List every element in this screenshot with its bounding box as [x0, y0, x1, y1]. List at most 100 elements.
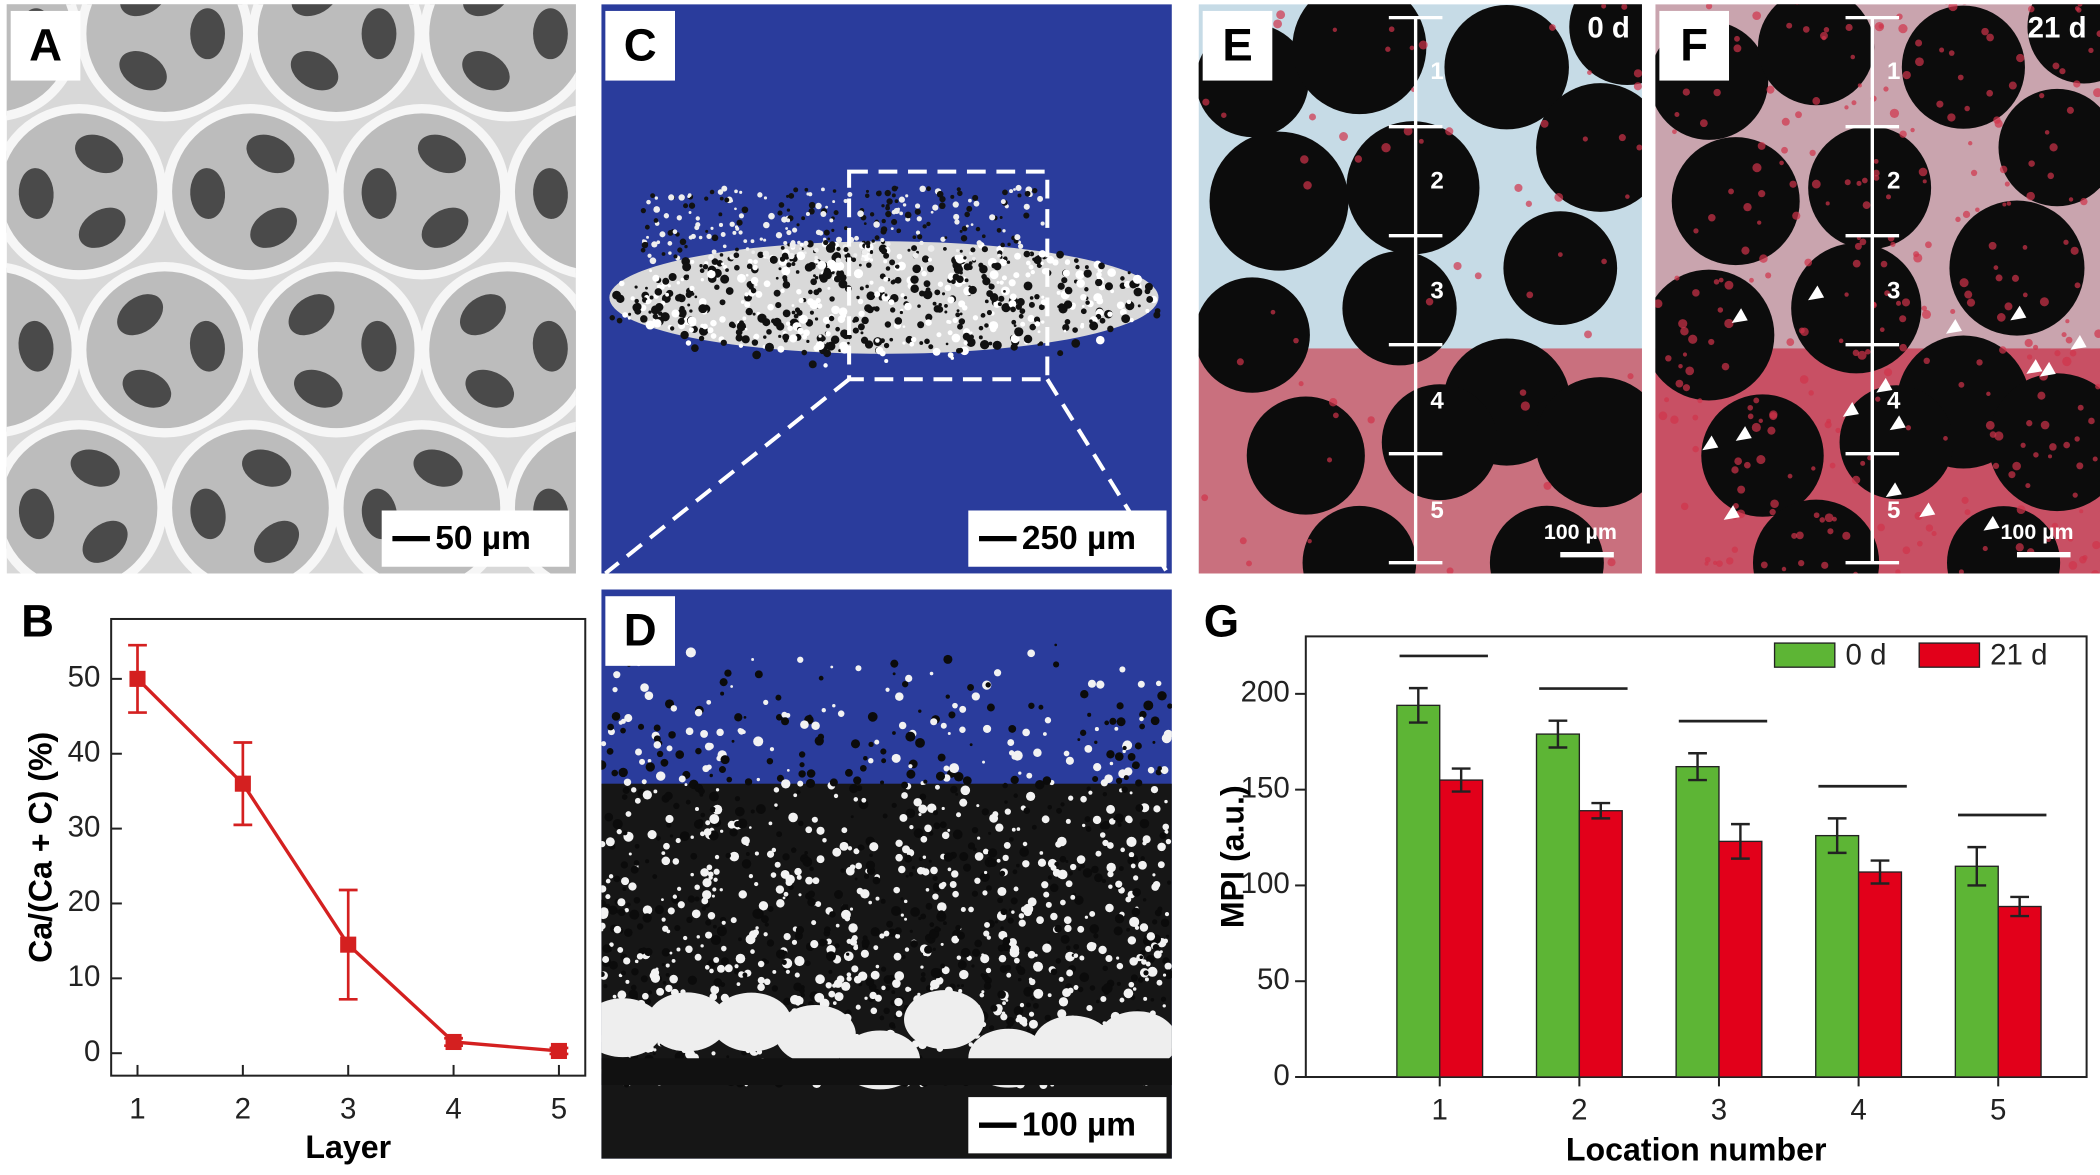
stain-dot: [1309, 113, 1316, 120]
speck: [1093, 816, 1101, 824]
speck: [1029, 978, 1033, 982]
location-label: 1: [1430, 58, 1443, 85]
stain-dot: [1860, 461, 1865, 466]
stain-dot: [2002, 202, 2006, 206]
speck: [695, 896, 700, 901]
speck: [915, 209, 921, 215]
speck: [683, 936, 687, 940]
stain-dot: [1963, 211, 1970, 218]
speck: [641, 947, 647, 953]
speck: [1157, 766, 1162, 771]
speck: [687, 195, 690, 198]
speck: [875, 897, 879, 901]
speck: [989, 342, 993, 346]
window: [0, 362, 6, 415]
speck: [943, 655, 952, 664]
speck: [679, 306, 684, 311]
speck: [955, 312, 960, 317]
stain-dot: [1994, 265, 1999, 270]
speck: [908, 988, 911, 991]
speck: [715, 808, 719, 812]
stain-dot: [1858, 83, 1862, 87]
speck: [731, 917, 737, 923]
stain-dot: [1299, 381, 1304, 386]
speck: [1107, 842, 1114, 849]
speck: [1071, 339, 1080, 348]
speck: [864, 997, 867, 1000]
speck: [1027, 650, 1035, 658]
stain-dot: [1877, 524, 1885, 532]
speck: [1057, 350, 1063, 356]
stain-dot: [1862, 178, 1868, 184]
stain-dot: [2037, 392, 2045, 400]
speck: [788, 193, 794, 199]
speck: [602, 944, 611, 953]
speck: [712, 887, 716, 891]
speck: [947, 296, 954, 303]
stain-dot: [1619, 134, 1626, 141]
speck: [961, 786, 971, 796]
speck: [936, 772, 945, 781]
speck: [998, 302, 1002, 306]
speck: [671, 309, 679, 317]
speck: [1014, 234, 1020, 240]
speck: [763, 239, 766, 242]
speck: [886, 921, 893, 928]
speck: [1087, 713, 1091, 717]
speck: [968, 907, 974, 913]
speck: [796, 926, 804, 934]
speck: [1060, 802, 1064, 806]
speck: [653, 790, 657, 794]
speck: [1000, 1013, 1007, 1020]
speck: [720, 197, 724, 201]
speck: [826, 324, 830, 328]
stain-dot: [1766, 86, 1774, 94]
stain-dot: [1782, 567, 1786, 571]
speck: [783, 281, 791, 289]
speck: [869, 853, 873, 857]
speck: [830, 778, 838, 786]
speck: [787, 208, 790, 211]
speck: [1098, 946, 1106, 954]
speck: [1024, 807, 1031, 814]
speck: [801, 216, 805, 220]
stain-dot: [1625, 194, 1630, 199]
speck: [834, 980, 842, 988]
speck: [875, 235, 880, 240]
speck: [868, 758, 873, 763]
speck: [950, 195, 954, 199]
speck: [702, 765, 709, 772]
speck: [829, 218, 833, 222]
speck: [959, 970, 968, 979]
stain-dot: [1826, 419, 1831, 424]
speck: [721, 946, 727, 952]
speck: [751, 250, 755, 254]
speck: [699, 264, 702, 267]
speck: [998, 945, 1005, 952]
speck: [692, 909, 701, 918]
speck: [1116, 957, 1119, 960]
speck: [1097, 275, 1101, 279]
speck: [834, 210, 839, 215]
speck: [994, 669, 1001, 676]
speck: [816, 298, 821, 303]
speck: [1084, 287, 1088, 291]
speck: [1029, 1012, 1034, 1017]
speck: [616, 910, 620, 914]
speck: [667, 241, 672, 246]
speck: [1092, 776, 1098, 782]
speck: [775, 862, 781, 868]
speck: [885, 985, 891, 991]
stain-dot: [1327, 457, 1332, 462]
location-label: 3: [1887, 278, 1900, 305]
speck: [873, 945, 878, 950]
speck: [1075, 265, 1079, 269]
speck: [751, 658, 754, 661]
speck: [1086, 1005, 1092, 1011]
speck: [719, 316, 725, 322]
speck: [848, 846, 852, 850]
speck: [694, 296, 697, 299]
speck: [971, 964, 974, 967]
stain-dot: [1995, 120, 2003, 128]
speck: [980, 954, 989, 963]
